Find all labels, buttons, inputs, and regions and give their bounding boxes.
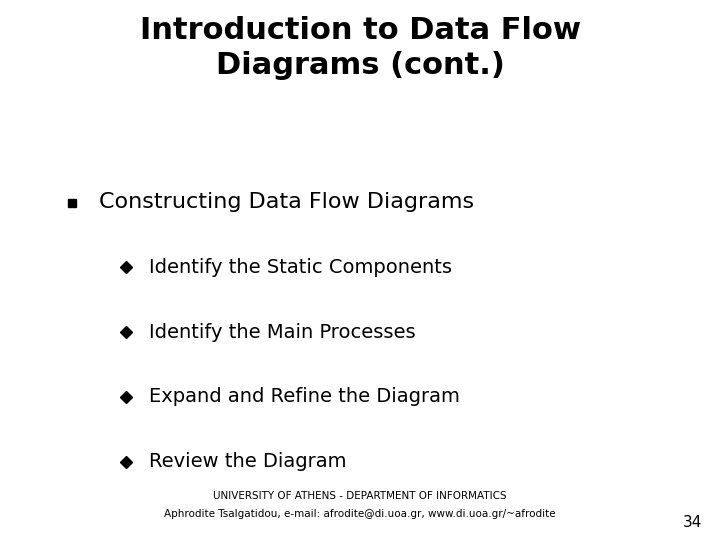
Text: Identify the Static Components: Identify the Static Components (149, 258, 452, 277)
Text: UNIVERSITY OF ATHENS - DEPARTMENT OF INFORMATICS: UNIVERSITY OF ATHENS - DEPARTMENT OF INF… (213, 491, 507, 501)
Text: Introduction to Data Flow
Diagrams (cont.): Introduction to Data Flow Diagrams (cont… (140, 16, 580, 80)
Text: 34: 34 (683, 515, 702, 530)
Text: Aphrodite Tsalgatidou, e-mail: afrodite@di.uoa.gr, www.di.uoa.gr/~afrodite: Aphrodite Tsalgatidou, e-mail: afrodite@… (164, 509, 556, 519)
Text: Review the Diagram: Review the Diagram (149, 452, 346, 471)
Text: Expand and Refine the Diagram: Expand and Refine the Diagram (149, 387, 460, 407)
Text: Constructing Data Flow Diagrams: Constructing Data Flow Diagrams (99, 192, 474, 213)
Text: Identify the Main Processes: Identify the Main Processes (149, 322, 415, 342)
